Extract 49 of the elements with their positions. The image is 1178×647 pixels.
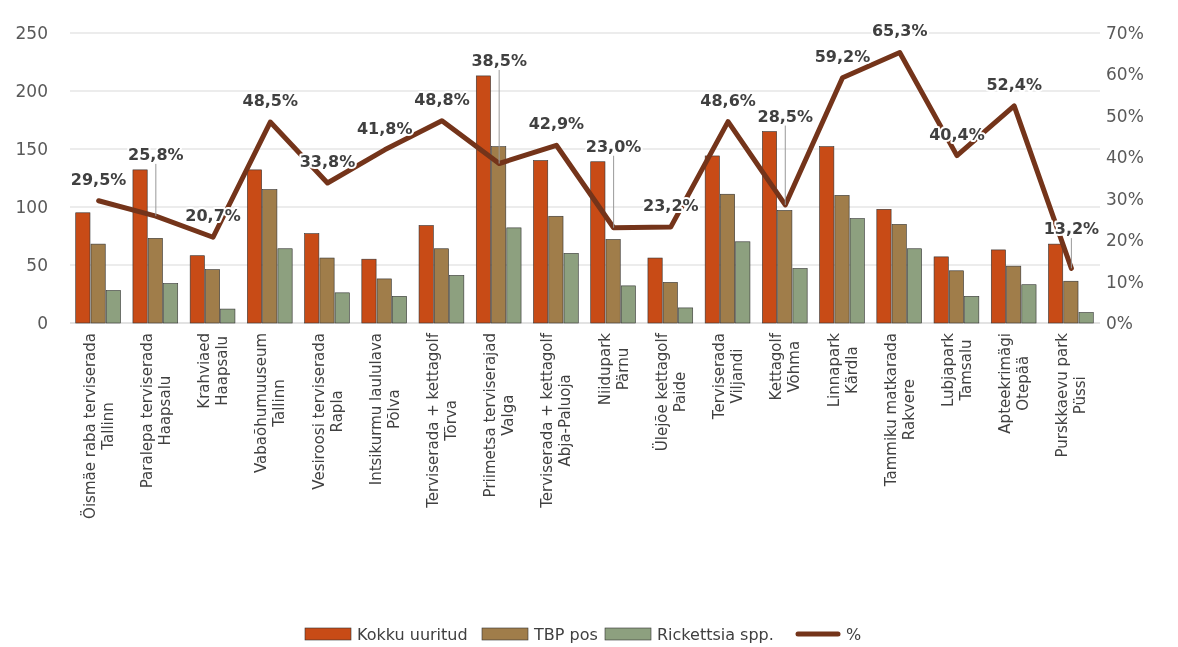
- y2-tick-label: 70%: [1106, 22, 1144, 43]
- y2-tick-label: 30%: [1106, 188, 1144, 209]
- y2-tick-label: 40%: [1106, 147, 1144, 168]
- x-tick-label: Niidupark Pärnu: [595, 332, 632, 406]
- data-label: 25,8%: [128, 144, 184, 164]
- data-label: 42,9%: [528, 114, 585, 134]
- data-label: 48,8%: [414, 89, 470, 109]
- x-tick-label: Paralepa terviserada Haapsalu: [137, 333, 174, 489]
- data-label: 48,6%: [700, 90, 756, 110]
- y2-tick-label: 0%: [1106, 312, 1133, 333]
- x-tick-label: Purskkaevu park Püssi: [1053, 332, 1090, 458]
- data-label: 29,5%: [70, 169, 127, 189]
- data-label: 38,5%: [471, 50, 527, 70]
- x-tick-label: Priimetsa terviserajad Valga: [481, 333, 518, 498]
- x-tick-label: Krahviaed Haapsalu: [195, 333, 232, 409]
- y2-tick-label: 10%: [1106, 271, 1144, 292]
- y-tick-label: 100: [15, 196, 48, 217]
- y2-tick-label: 60%: [1106, 64, 1144, 85]
- y-tick-label: 50: [26, 254, 48, 275]
- x-tick-label: Vabaõhumuuseum Tallinn: [252, 333, 289, 473]
- x-tick-label: Kettagolf Võhma: [767, 332, 804, 401]
- y-tick-label: 0: [37, 312, 48, 333]
- legend-label: Kokku uuritud: [357, 624, 468, 644]
- y-tick-label: 150: [15, 138, 48, 159]
- data-label: 52,4%: [986, 74, 1042, 94]
- legend-label: Rickettsia spp.: [657, 624, 774, 644]
- x-tick-label: Terviserada + kettagolf Abja-Paluoja: [538, 332, 575, 509]
- x-tick-label: Apteekrimägi Otepää: [996, 333, 1033, 434]
- x-tick-label: Intsikurmu laululava Põlva: [366, 333, 403, 486]
- x-tick-label: Terviserada + kettagolf Tõrva: [423, 332, 460, 509]
- x-tick-label: Tammiku matkarada Rakvere: [881, 333, 918, 488]
- data-label: 59,2%: [814, 46, 871, 66]
- data-label: 28,5%: [757, 106, 814, 126]
- x-tick-label: Lubjapark Tamsalu: [938, 332, 975, 408]
- data-label: 48,5%: [242, 91, 299, 111]
- x-tick-label: Linnapark Kärdla: [824, 332, 861, 408]
- data-label: 41,8%: [356, 118, 413, 138]
- data-label: 23,0%: [585, 136, 642, 156]
- y2-tick-label: 50%: [1106, 105, 1144, 126]
- y-tick-label: 200: [15, 80, 48, 101]
- x-tick-label: Ülejõe kettagolf Paide: [651, 332, 689, 452]
- x-tick-label: Vesiroosi terviserada Rapla: [309, 333, 346, 490]
- legend-label: TBP pos: [533, 624, 598, 644]
- y2-tick-label: 20%: [1106, 230, 1144, 251]
- y-tick-label: 250: [15, 22, 48, 43]
- x-tick-label: Terviserada Viljandi: [710, 333, 747, 421]
- legend-label: %: [846, 624, 862, 644]
- data-label: 65,3%: [871, 21, 928, 41]
- x-tick-label: Öismäe raba terviserada Tallinn: [79, 333, 117, 519]
